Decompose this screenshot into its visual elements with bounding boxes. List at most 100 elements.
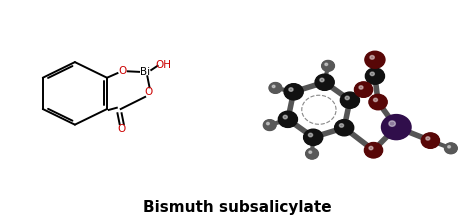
Circle shape [340,124,348,131]
Circle shape [283,115,287,119]
Circle shape [316,75,334,90]
Circle shape [309,151,315,157]
Circle shape [366,69,384,84]
Circle shape [273,85,278,90]
Circle shape [385,118,408,137]
Circle shape [360,87,367,92]
Circle shape [289,87,299,96]
Circle shape [446,144,456,152]
Circle shape [323,62,333,70]
Circle shape [278,111,298,127]
Circle shape [288,87,299,97]
Circle shape [423,134,438,147]
Circle shape [317,76,333,89]
Circle shape [371,148,376,153]
Circle shape [269,83,282,93]
Circle shape [321,79,328,85]
Circle shape [310,152,314,155]
Circle shape [340,92,359,108]
Circle shape [371,96,385,108]
Circle shape [306,131,320,143]
Circle shape [426,137,430,140]
Circle shape [423,135,438,147]
Circle shape [346,96,355,104]
Circle shape [308,150,316,157]
Circle shape [336,121,352,134]
Circle shape [308,150,317,157]
Circle shape [324,63,332,69]
Circle shape [286,85,301,99]
Circle shape [370,55,380,64]
Circle shape [365,143,382,157]
Circle shape [305,131,321,144]
Circle shape [309,133,313,137]
Circle shape [389,121,403,133]
Circle shape [371,73,379,79]
Text: Bi: Bi [140,67,150,77]
Circle shape [341,93,359,108]
Circle shape [310,135,316,140]
Circle shape [370,95,387,109]
Circle shape [367,69,383,83]
Circle shape [325,64,331,68]
Circle shape [356,83,372,96]
Circle shape [368,54,382,65]
Circle shape [359,86,363,89]
Circle shape [270,83,281,93]
Circle shape [322,61,334,71]
Circle shape [383,116,410,138]
Circle shape [367,53,383,66]
Circle shape [368,70,382,82]
Circle shape [392,123,401,131]
Circle shape [309,134,317,141]
Circle shape [308,132,319,142]
Circle shape [265,122,274,129]
Circle shape [273,86,278,90]
Circle shape [366,144,381,157]
Circle shape [289,88,293,91]
Circle shape [357,84,370,95]
Circle shape [320,78,324,82]
Circle shape [425,136,436,146]
Text: OH: OH [155,60,172,70]
Circle shape [447,145,455,152]
Text: O: O [117,124,125,134]
Circle shape [304,129,323,145]
Circle shape [309,151,312,153]
Circle shape [273,86,278,90]
Circle shape [369,147,378,154]
Circle shape [306,132,320,143]
Circle shape [367,53,383,67]
Circle shape [369,146,373,150]
Circle shape [374,99,382,105]
Circle shape [267,123,273,127]
Circle shape [319,77,331,88]
Circle shape [366,144,381,156]
Circle shape [264,121,275,130]
Circle shape [264,120,276,131]
Circle shape [355,82,373,97]
Circle shape [370,72,380,80]
Circle shape [339,124,344,127]
Circle shape [356,84,371,95]
Circle shape [421,133,439,148]
Circle shape [310,151,315,156]
Circle shape [448,146,454,151]
Circle shape [284,84,302,99]
Circle shape [285,85,302,99]
Circle shape [267,123,272,127]
Circle shape [272,85,275,88]
Text: O: O [118,66,127,76]
Circle shape [325,63,331,69]
Circle shape [365,51,385,68]
Circle shape [319,78,330,87]
Circle shape [424,135,437,146]
Circle shape [269,83,282,93]
Circle shape [374,98,383,106]
Circle shape [422,133,439,148]
Circle shape [368,145,379,155]
Circle shape [284,84,303,100]
Circle shape [307,132,319,143]
Circle shape [388,120,404,134]
Circle shape [448,146,453,150]
